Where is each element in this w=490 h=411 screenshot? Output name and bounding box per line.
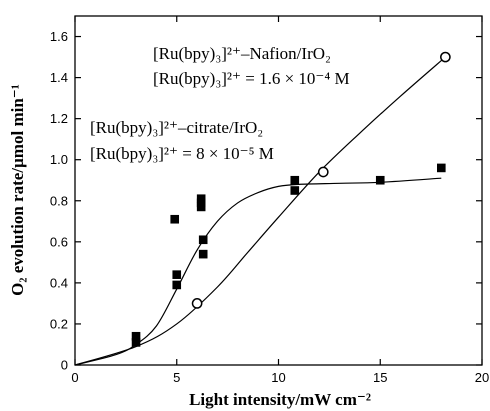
annotation-citrate-line-1: [Ru(bpy)₃]²⁺–citrate/IrO₂	[90, 118, 263, 137]
x-tick-label: 10	[271, 370, 285, 385]
annotation-citrate-line-2: [Ru(bpy)₃]²⁺ = 8 × 10⁻⁵ M	[90, 144, 274, 163]
data-point-filled-square	[172, 280, 182, 290]
data-point-filled-square	[131, 331, 141, 341]
y-tick-label: 1.4	[50, 70, 68, 85]
x-tick-label: 20	[475, 370, 489, 385]
data-point-filled-square	[196, 202, 206, 212]
data-point-filled-square	[170, 214, 180, 224]
data-point-open-circle	[317, 166, 329, 178]
x-tick-label: 15	[373, 370, 387, 385]
y-tick-label: 1.6	[50, 29, 68, 44]
data-point-filled-square	[131, 338, 141, 347]
data-point-filled-square	[437, 163, 446, 173]
x-axis-title: Light intensity/mW cm⁻²	[189, 390, 371, 409]
y-tick-label: 1.2	[50, 111, 68, 126]
data-points	[131, 51, 451, 347]
data-point-filled-square	[198, 235, 208, 245]
data-point-open-circle	[440, 51, 451, 63]
y-tick-label: 0.4	[50, 275, 68, 290]
y-tick-label: 1.0	[50, 152, 68, 167]
y-tick-label: 0.2	[50, 316, 68, 331]
annotation-nafion-line-2: [Ru(bpy)₃]²⁺ = 1.6 × 10⁻⁴ M	[153, 69, 350, 88]
ticks: 0 5 10 15 20 0 0.2 0.4 0.6 0.8 1.0 1.2 1.4 1.6	[50, 16, 489, 385]
fit-curve-citrate	[74, 177, 442, 366]
fit-curves	[74, 56, 446, 366]
x-tick-label: 5	[173, 370, 180, 385]
data-point-filled-square	[172, 270, 182, 279]
data-point-filled-square	[375, 175, 385, 185]
y-tick-label: 0.8	[50, 193, 68, 208]
y-tick-label: 0	[61, 358, 68, 373]
data-point-open-circle	[191, 298, 203, 309]
data-point-filled-square	[290, 175, 300, 185]
data-point-filled-square	[198, 249, 208, 259]
annotation-nafion-line-1: [Ru(bpy)₃]²⁺–Nafion/IrO₂	[153, 44, 331, 63]
x-tick-label: 0	[71, 370, 78, 385]
data-point-filled-square	[290, 186, 300, 195]
y-tick-label: 0.6	[50, 234, 68, 249]
y-axis-title: O₂ evolution rate/µmol min⁻¹	[8, 84, 27, 296]
fit-curve-nafion	[74, 56, 446, 366]
